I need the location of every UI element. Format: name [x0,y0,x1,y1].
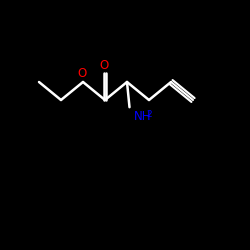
Text: 2: 2 [146,110,152,120]
Text: O: O [77,67,86,80]
Text: O: O [99,59,108,72]
Text: NH: NH [134,110,152,123]
